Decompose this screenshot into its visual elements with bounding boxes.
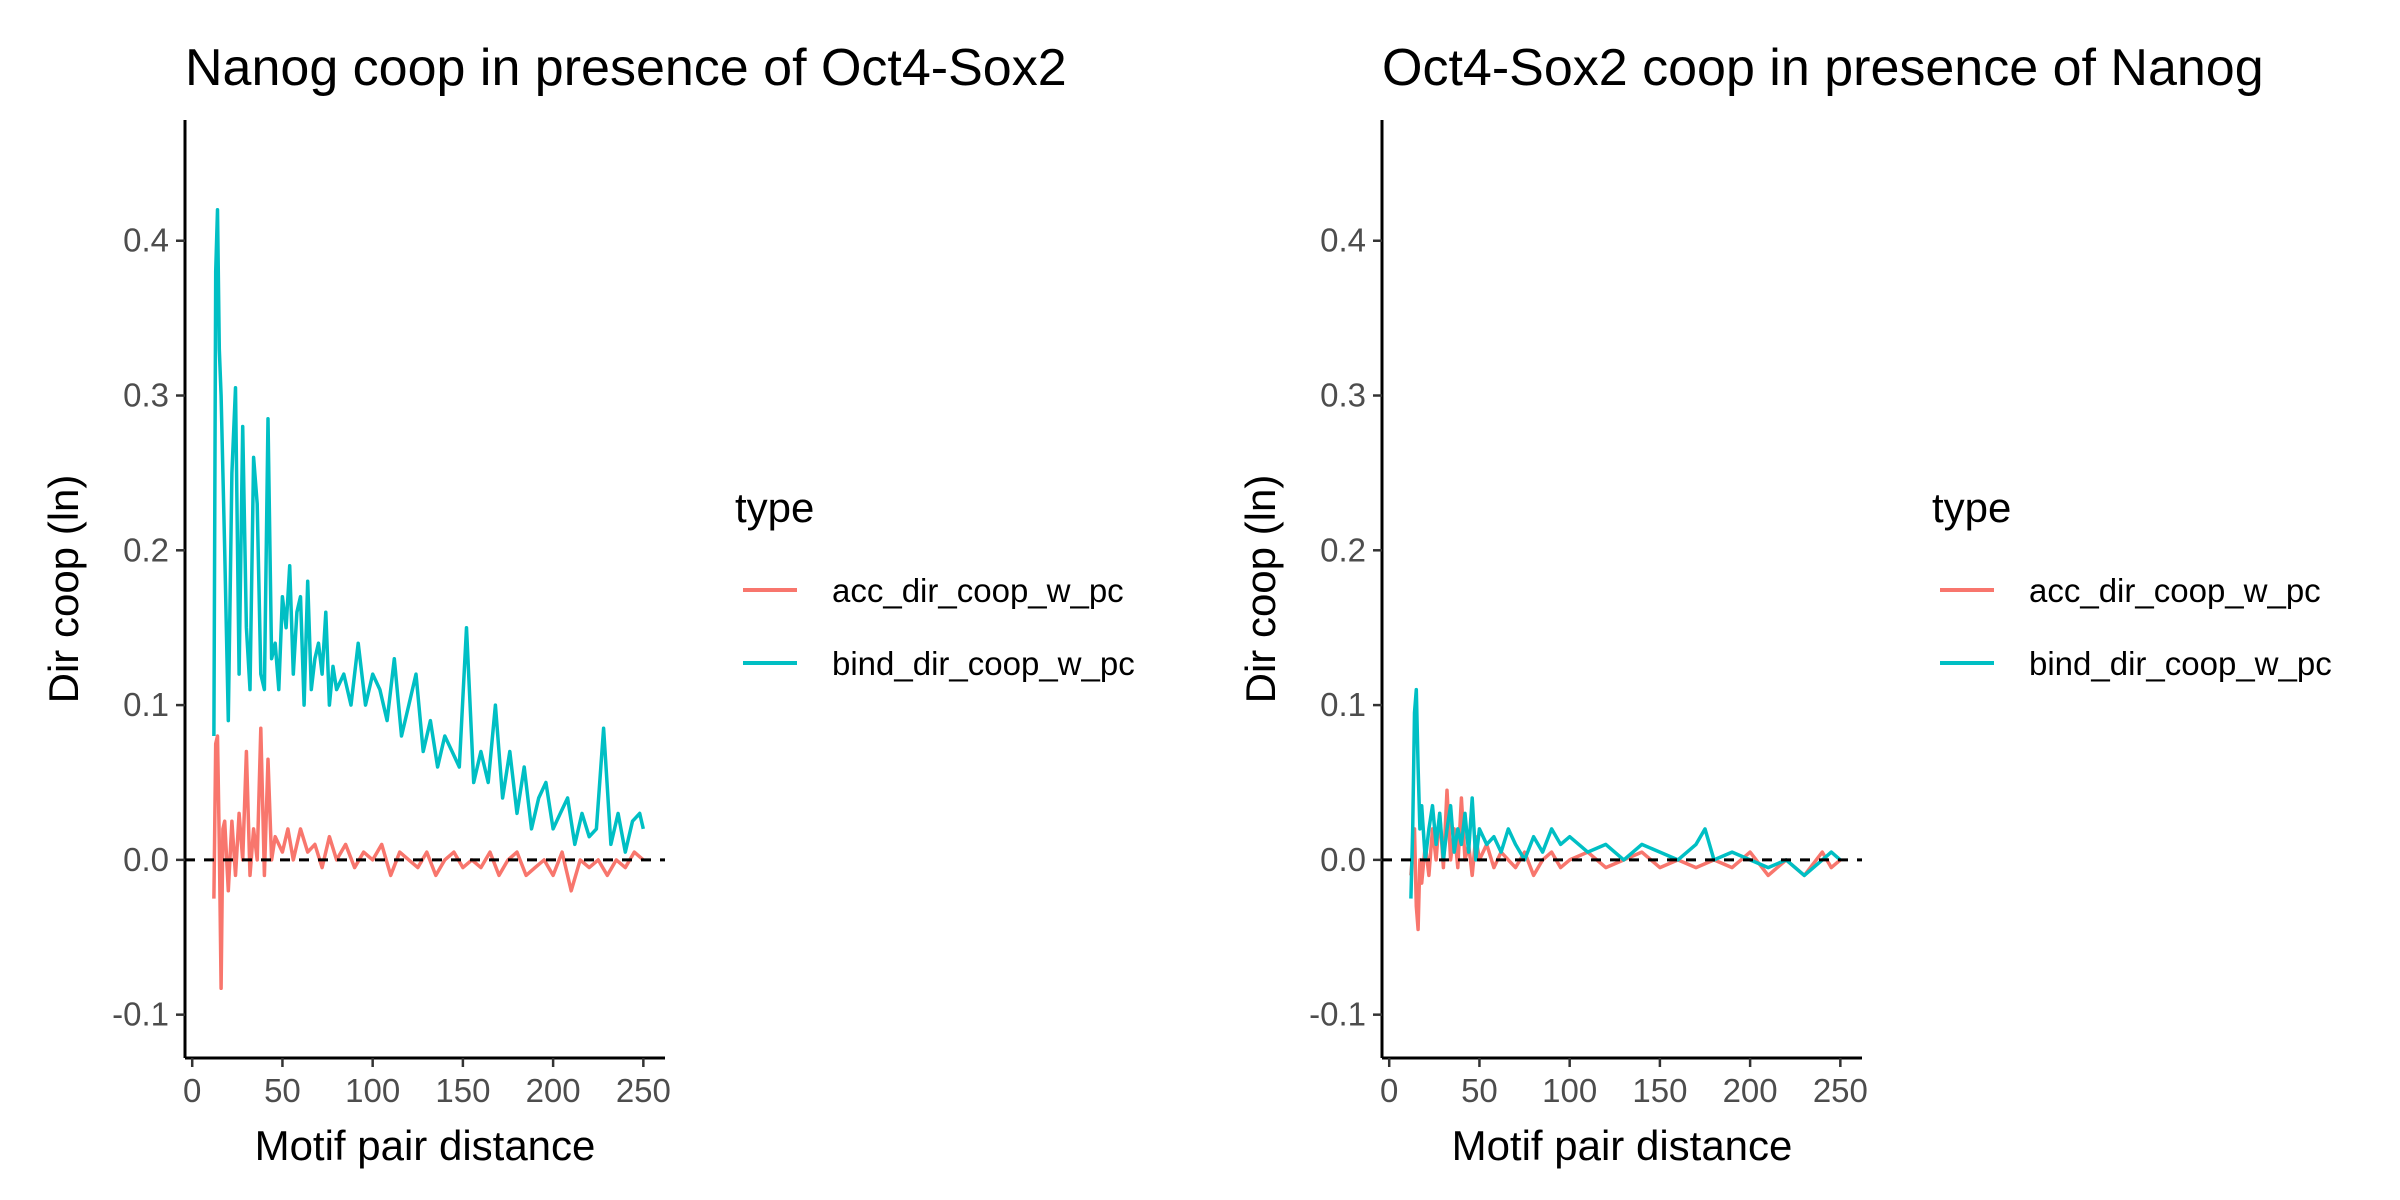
y-axis-title: Dir coop (ln)	[1237, 475, 1284, 704]
x-tick-label: 200	[526, 1072, 581, 1109]
series-line-bind-dir-coop-w-pc	[1409, 687, 1842, 899]
x-tick-label: 150	[435, 1072, 490, 1109]
y-tick-label: 0.0	[123, 841, 169, 878]
legend-label: bind_dir_coop_w_pc	[832, 645, 1135, 682]
x-tick-label: 100	[345, 1072, 400, 1109]
y-tick-label: 0.4	[1320, 222, 1366, 259]
legend-label: acc_dir_coop_w_pc	[832, 572, 1124, 609]
y-tick-label: -0.1	[112, 996, 169, 1033]
y-axis-title: Dir coop (ln)	[40, 475, 87, 704]
legend-label: bind_dir_coop_w_pc	[2029, 645, 2332, 682]
series-line-acc-dir-coop-w-pc	[212, 726, 645, 991]
chart-title: Nanog coop in presence of Oct4-Sox2	[185, 39, 1067, 97]
y-tick-label: 0.2	[123, 531, 169, 568]
y-tick-label: 0.0	[1320, 841, 1366, 878]
x-axis-title: Motif pair distance	[255, 1122, 596, 1169]
y-tick-label: 0.3	[123, 377, 169, 414]
legend-title: type	[1932, 484, 2011, 531]
x-axis-title: Motif pair distance	[1452, 1122, 1793, 1169]
legend-title: type	[735, 484, 814, 531]
y-tick-label: -0.1	[1309, 996, 1366, 1033]
y-tick-label: 0.1	[123, 686, 169, 723]
x-tick-label: 150	[1632, 1072, 1687, 1109]
legend-label: acc_dir_coop_w_pc	[2029, 572, 2321, 609]
x-tick-label: 0	[183, 1072, 201, 1109]
y-tick-label: 0.4	[123, 222, 169, 259]
x-tick-label: 200	[1723, 1072, 1778, 1109]
chart-title: Oct4-Sox2 coop in presence of Nanog	[1382, 39, 2264, 97]
legend: type acc_dir_coop_w_pc bind_dir_coop_w_pc	[735, 484, 1135, 682]
x-tick-label: 50	[1461, 1072, 1498, 1109]
x-tick-label: 250	[1813, 1072, 1868, 1109]
x-tick-label: 50	[264, 1072, 301, 1109]
y-tick-label: 0.3	[1320, 377, 1366, 414]
x-tick-label: 0	[1380, 1072, 1398, 1109]
chart-panel-nanog: Nanog coop in presence of Oct4-Sox2 -0.1 0…	[40, 39, 1135, 1169]
legend: type acc_dir_coop_w_pc bind_dir_coop_w_pc	[1932, 484, 2332, 682]
x-tick-label: 100	[1542, 1072, 1597, 1109]
series-line-bind-dir-coop-w-pc	[212, 208, 646, 854]
chart-panel-oct4-sox2: Oct4-Sox2 coop in presence of Nanog -0.1 0…	[1237, 39, 2332, 1169]
y-tick-label: 0.1	[1320, 686, 1366, 723]
x-tick-label: 250	[616, 1072, 671, 1109]
y-tick-label: 0.2	[1320, 531, 1366, 568]
